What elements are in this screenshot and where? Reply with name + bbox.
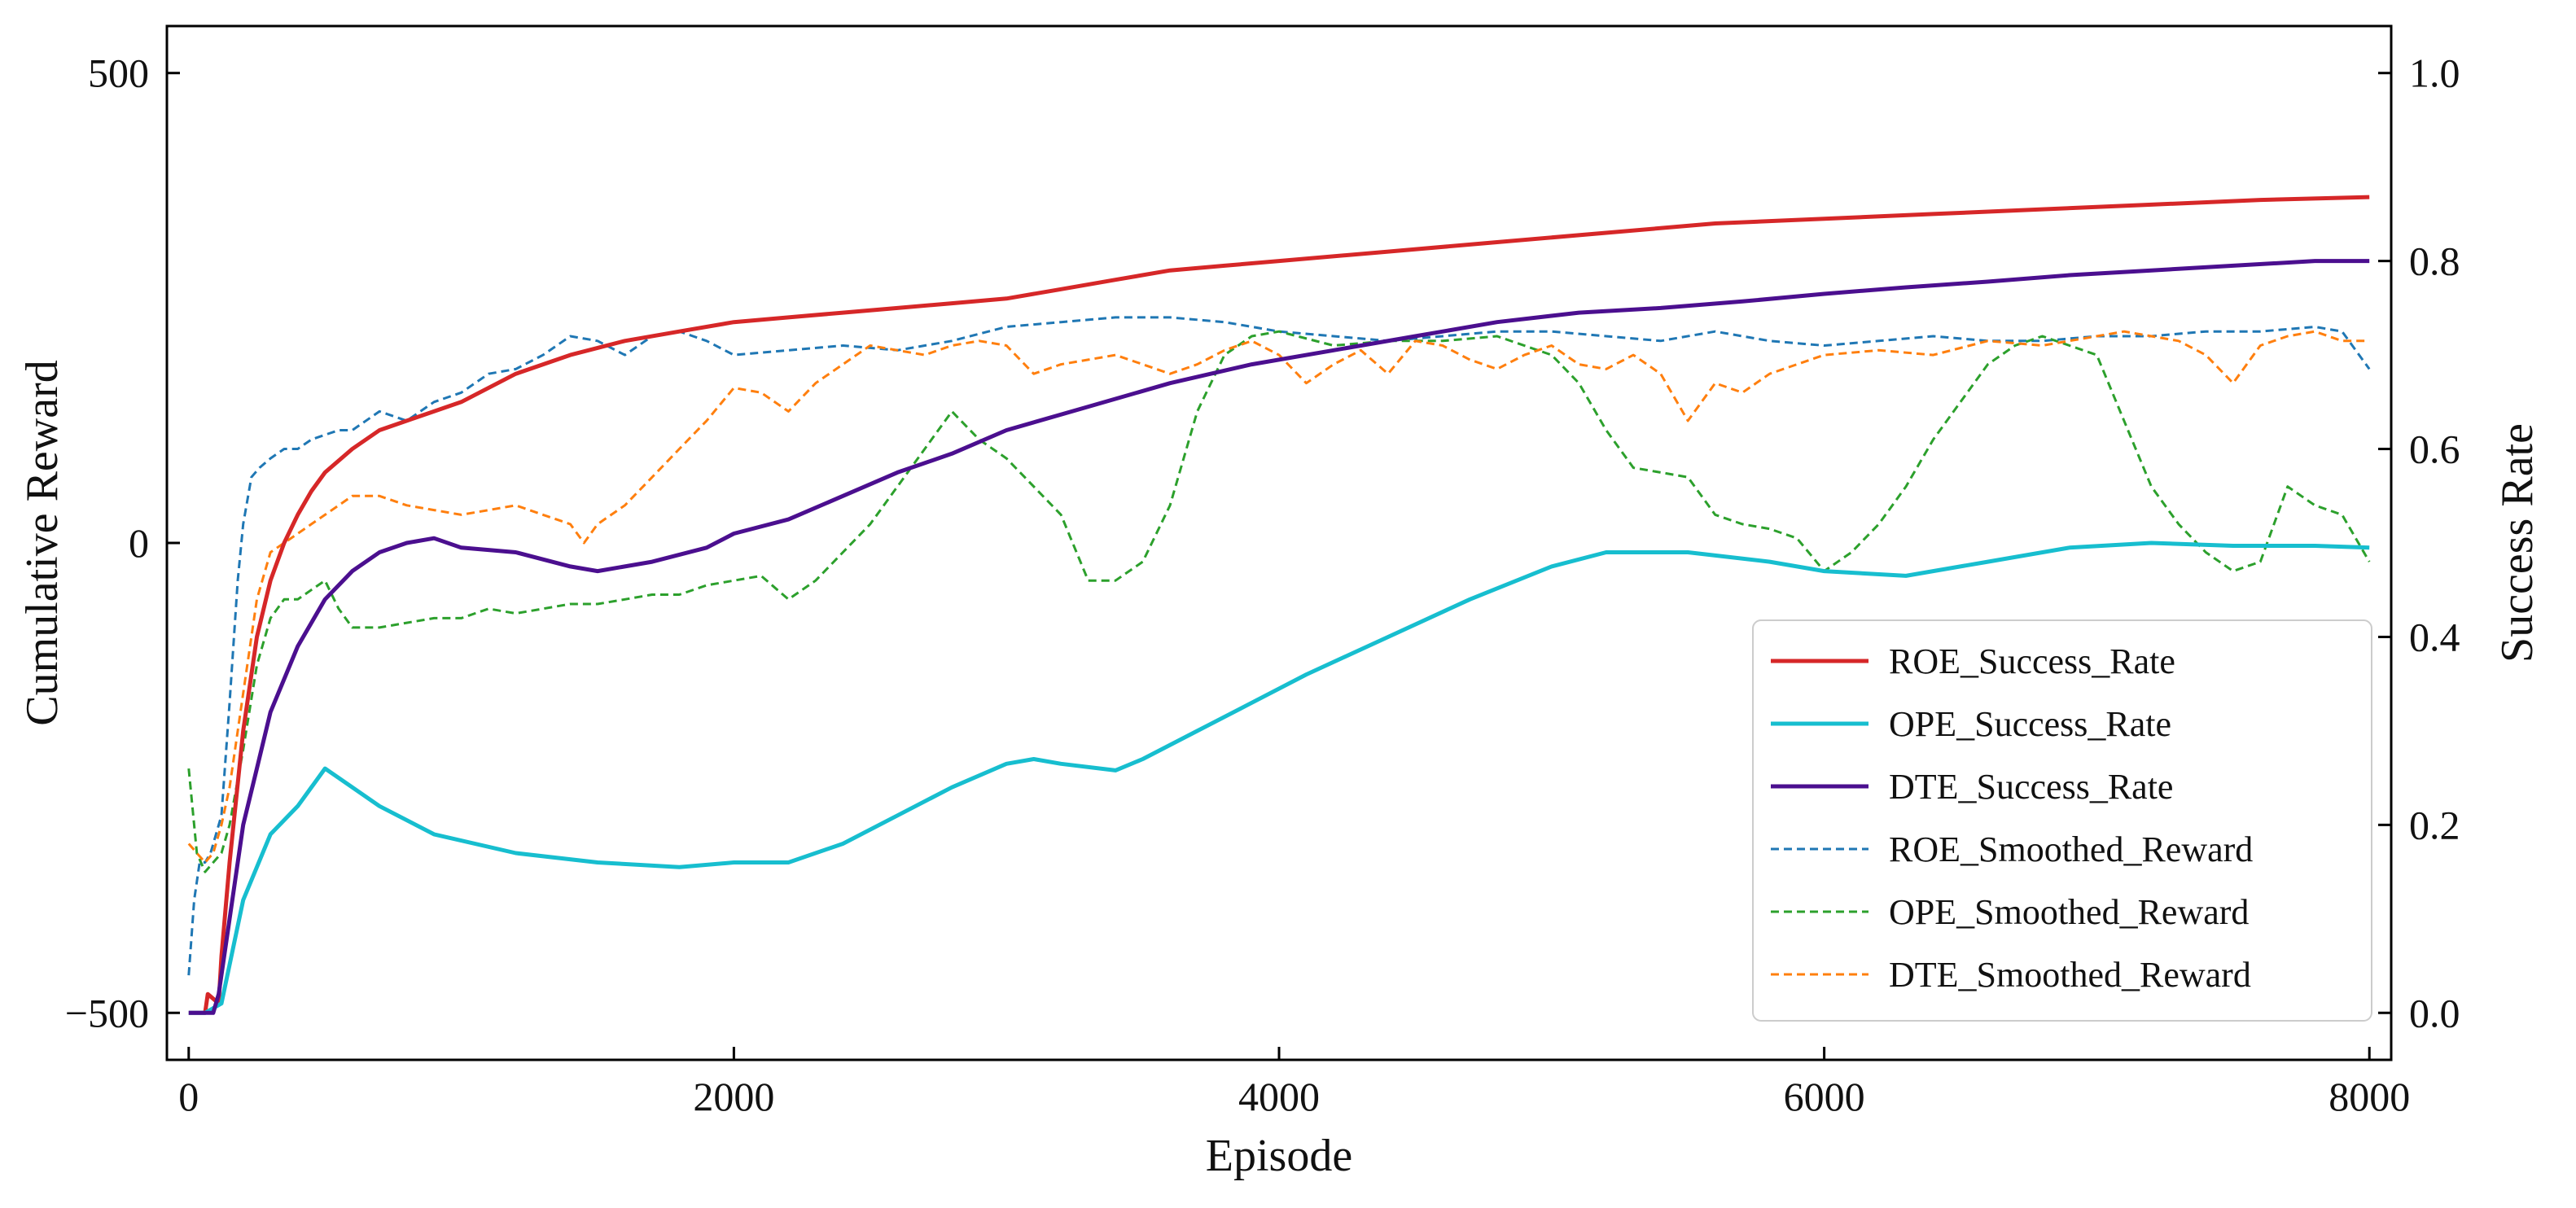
x-tick-label: 0 xyxy=(178,1074,199,1119)
left-y-tick-label: 0 xyxy=(129,520,149,566)
right-y-tick-label: 0.0 xyxy=(2409,990,2460,1035)
right-y-ticks: 0.0 0.2 0.4 0.6 0.8 1.0 xyxy=(2378,50,2460,1035)
legend-label-dte-smoothed-reward: DTE_Smoothed_Reward xyxy=(1889,955,2251,995)
x-tick-label: 8000 xyxy=(2328,1074,2410,1119)
legend-label-ope-smoothed-reward: OPE_Smoothed_Reward xyxy=(1889,892,2249,932)
legend: ROE_Success_Rate OPE_Success_Rate DTE_Succ… xyxy=(1752,619,2372,1022)
right-y-tick-label: 1.0 xyxy=(2409,50,2460,96)
x-axis-title: Episode xyxy=(1206,1131,1352,1181)
legend-label-ope-success-rate: OPE_Success_Rate xyxy=(1889,704,2171,744)
right-y-axis-title: Success Rate xyxy=(2492,423,2543,663)
x-tick-label: 4000 xyxy=(1238,1074,1320,1119)
left-y-tick-label: 500 xyxy=(88,50,149,96)
legend-label-roe-smoothed-reward: ROE_Smoothed_Reward xyxy=(1889,829,2253,869)
x-tick-label: 2000 xyxy=(693,1074,774,1119)
right-y-tick-label: 0.4 xyxy=(2409,614,2460,659)
legend-box xyxy=(1752,619,2372,1022)
series-line-ope-success-rate xyxy=(188,541,2370,1015)
legend-label-dte-success-rate: DTE_Success_Rate xyxy=(1889,767,2173,807)
series-line-dte-smoothed-reward xyxy=(187,330,2370,864)
series-line-ope-smoothed-reward xyxy=(187,330,2371,873)
series-lines xyxy=(187,195,2371,1015)
right-y-tick-label: 0.8 xyxy=(2409,239,2460,284)
right-y-tick-label: 0.2 xyxy=(2409,802,2460,847)
legend-entries: ROE_Success_Rate OPE_Success_Rate DTE_Succ… xyxy=(1771,641,2253,995)
legend-label-roe-success-rate: ROE_Success_Rate xyxy=(1889,641,2175,681)
left-y-tick-label: −500 xyxy=(65,990,149,1035)
series-line-dte-success-rate xyxy=(188,259,2370,1015)
left-y-axis-title: Cumulative Reward xyxy=(17,360,68,725)
series-line-roe-smoothed-reward xyxy=(187,316,2371,976)
x-ticks: 0 2000 4000 6000 8000 xyxy=(178,1047,2410,1119)
left-y-ticks: −500 0 500 xyxy=(65,50,180,1035)
x-tick-label: 6000 xyxy=(1784,1074,1865,1119)
series-line-roe-success-rate xyxy=(188,195,2370,1015)
right-y-tick-label: 0.6 xyxy=(2409,427,2460,472)
